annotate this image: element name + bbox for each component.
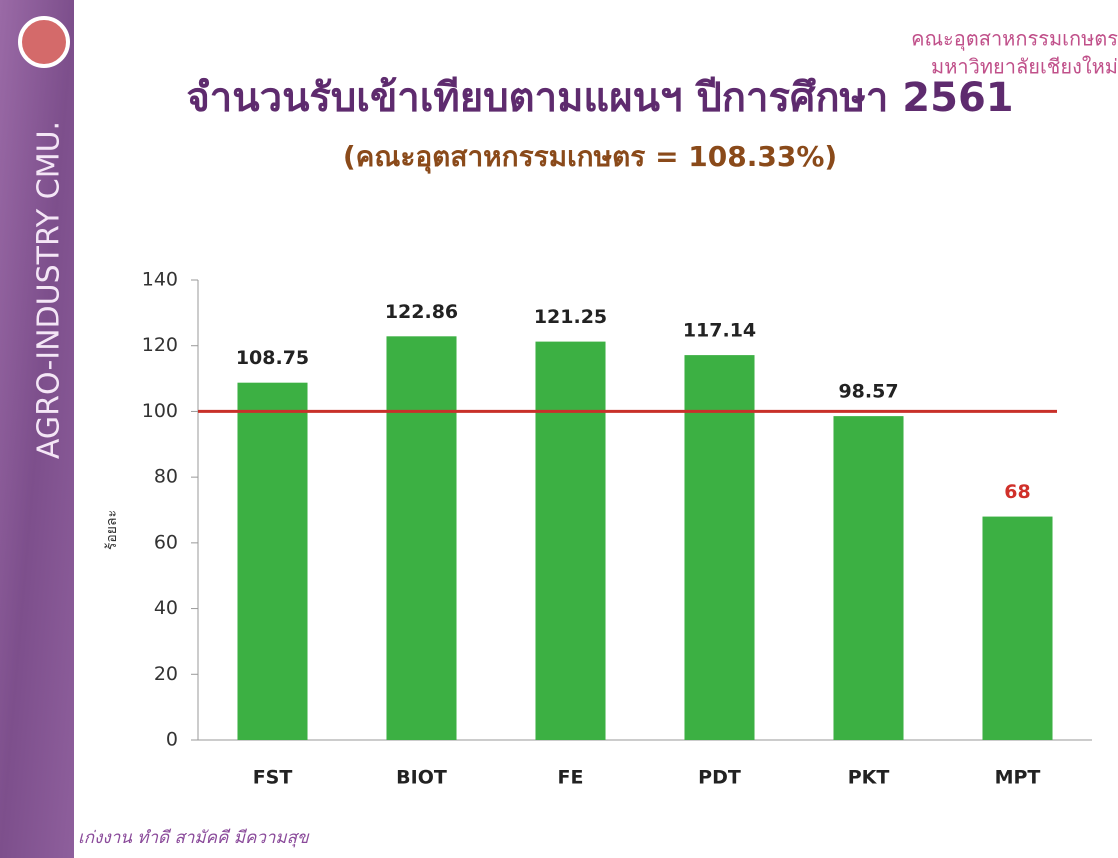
chart-title: จำนวนรับเข้าเทียบตามแผนฯ ปีการศึกษา 2561 xyxy=(186,75,1013,121)
x-tick-label: MPT xyxy=(995,767,1041,789)
sidebar xyxy=(0,0,74,858)
corner-text: มหาวิทยาลัยเชียงใหม่ xyxy=(931,55,1118,79)
y-tick-label: 60 xyxy=(154,531,178,553)
x-tick-label: PDT xyxy=(698,767,741,789)
y-axis-label: ร้อยละ xyxy=(104,510,120,550)
value-label: 122.86 xyxy=(385,301,458,323)
y-tick-label: 40 xyxy=(154,597,178,619)
bar xyxy=(833,416,904,740)
value-label: 68 xyxy=(1004,481,1030,503)
bar xyxy=(237,382,308,740)
value-label: 121.25 xyxy=(534,306,607,328)
value-label: 108.75 xyxy=(236,347,309,369)
x-tick-label: BIOT xyxy=(396,767,447,789)
x-tick-label: FST xyxy=(253,767,293,789)
bar xyxy=(386,336,457,740)
y-tick-label: 0 xyxy=(166,729,178,751)
bar xyxy=(684,355,755,740)
corner-text: คณะอุตสาหกรรมเกษตร xyxy=(911,27,1118,52)
side-text: AGRO-INDUSTRY CMU. xyxy=(32,121,67,459)
value-label: 98.57 xyxy=(838,381,898,403)
bar xyxy=(982,516,1053,740)
value-label: 117.14 xyxy=(683,320,756,342)
x-tick-label: FE xyxy=(558,767,584,789)
bar xyxy=(535,341,606,740)
y-tick-label: 80 xyxy=(154,466,178,488)
y-tick-label: 100 xyxy=(142,400,178,422)
chart-subtitle: (คณะอุตสาหกรรมเกษตร = 108.33%) xyxy=(343,140,837,174)
footer: เก่งงาน ทำดี สามัคคี มีความสุข xyxy=(78,828,310,848)
logo xyxy=(18,16,70,68)
y-tick-label: 20 xyxy=(154,663,178,685)
y-tick-label: 120 xyxy=(142,334,178,356)
x-tick-label: PKT xyxy=(848,767,890,789)
y-tick-label: 140 xyxy=(142,269,178,291)
